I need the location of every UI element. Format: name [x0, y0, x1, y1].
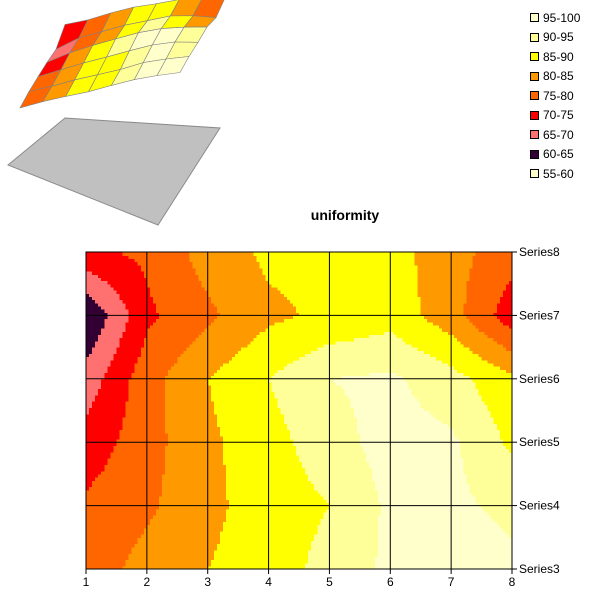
legend-label: 90-95: [543, 30, 574, 45]
floor-plane: [7, 117, 221, 226]
x-tick-label: 7: [448, 575, 455, 589]
legend-swatch: [530, 13, 539, 23]
x-tick-label: 5: [326, 575, 333, 589]
x-tick-label: 4: [265, 575, 272, 589]
legend-label: 55-60: [543, 166, 574, 181]
legend-item: 60-65: [530, 145, 580, 165]
legend-swatch: [530, 130, 539, 140]
chart-title: uniformity: [310, 207, 380, 223]
legend-label: 70-75: [543, 108, 574, 123]
legend-label: 80-85: [543, 69, 574, 84]
surface-mesh: [19, 0, 225, 109]
series-label: Series6: [519, 372, 560, 386]
legend-label: 65-70: [543, 127, 574, 142]
x-tick-label: 3: [204, 575, 211, 589]
legend-label: 75-80: [543, 88, 574, 103]
series-label: Series3: [519, 562, 560, 576]
legend: 95-100 90-95 85-90 80-85 75-80 70-75 65-70 60-6…: [530, 8, 580, 184]
legend-label: 60-65: [543, 147, 574, 162]
legend-swatch: [530, 91, 539, 101]
series-label: Series7: [519, 308, 560, 322]
legend-item: 75-80: [530, 86, 580, 106]
x-tick-label: 8: [509, 575, 516, 589]
legend-swatch: [530, 71, 539, 81]
legend-swatch: [530, 52, 539, 62]
legend-label: 85-90: [543, 49, 574, 64]
x-tick-label: 2: [144, 575, 151, 589]
series-label: Series8: [519, 245, 560, 259]
legend-swatch: [530, 110, 539, 120]
legend-item: 90-95: [530, 28, 580, 48]
axis-ticks: [85, 251, 517, 574]
legend-swatch: [530, 32, 539, 42]
contour-fill: [86, 252, 513, 570]
x-tick-label: 1: [83, 575, 90, 589]
series-label: Series4: [519, 499, 560, 513]
grid-lines: [85, 251, 513, 570]
legend-swatch: [530, 169, 539, 179]
legend-item: 70-75: [530, 106, 580, 126]
x-tick-label: 6: [387, 575, 394, 589]
series-label: Series5: [519, 435, 560, 449]
surface-3d-view: [7, 0, 225, 226]
legend-swatch: [530, 149, 539, 159]
legend-label: 95-100: [543, 10, 581, 25]
legend-item: 80-85: [530, 67, 580, 87]
legend-item: 95-100: [530, 8, 580, 28]
legend-item: 55-60: [530, 164, 580, 184]
legend-item: 65-70: [530, 125, 580, 145]
legend-item: 85-90: [530, 47, 580, 67]
